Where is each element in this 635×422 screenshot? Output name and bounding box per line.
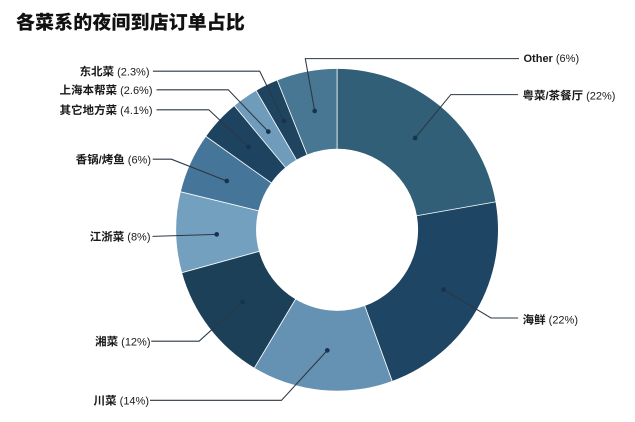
svg-text:(2.3%): (2.3%) [114,67,149,79]
svg-text:(8%): (8%) [124,232,150,244]
svg-text:/: / [99,155,102,167]
svg-text:(6%): (6%) [553,53,579,65]
svg-text:(6%): (6%) [125,155,151,167]
svg-text:(22%): (22%) [583,91,615,103]
svg-text:(2.6%): (2.6%) [117,85,152,97]
svg-text:(12%): (12%) [118,337,150,349]
svg-text:/: / [546,91,549,103]
svg-text:(14%): (14%) [117,396,149,408]
svg-text:(4.1%): (4.1%) [117,105,152,117]
svg-text:(22%): (22%) [546,315,578,327]
svg-text:Other: Other [524,53,554,65]
